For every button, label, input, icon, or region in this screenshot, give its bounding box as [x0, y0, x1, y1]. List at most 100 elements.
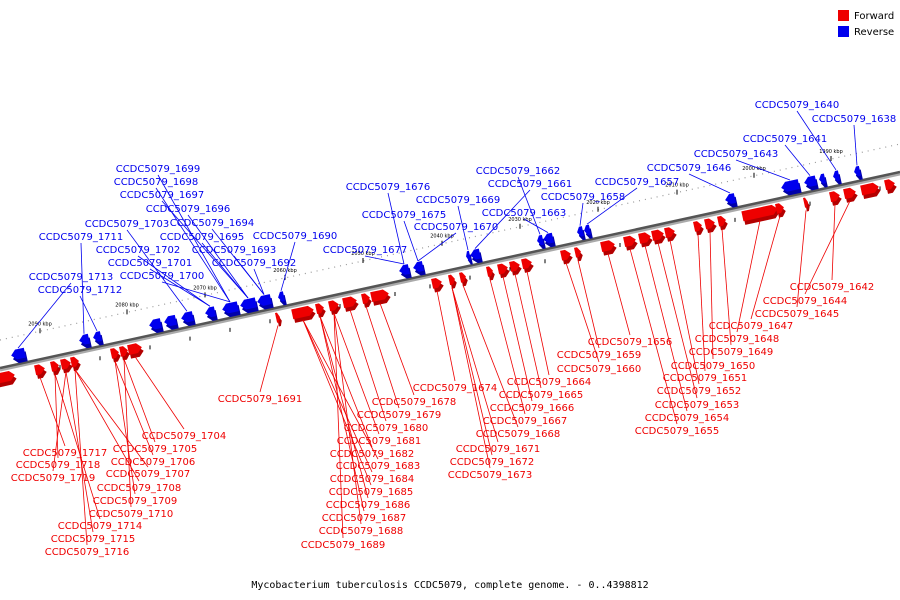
forward-gene[interactable] [119, 345, 131, 361]
forward-gene-label[interactable]: CCDC5079_1650 [671, 361, 756, 372]
forward-gene-label[interactable]: CCDC5079_1710 [89, 509, 174, 520]
forward-gene-label[interactable]: CCDC5079_1706 [111, 457, 196, 468]
reverse-gene[interactable] [469, 248, 483, 264]
forward-gene-label[interactable]: CCDC5079_1682 [330, 449, 415, 460]
forward-gene-label[interactable]: CCDC5079_1654 [645, 413, 730, 424]
reverse-gene-label[interactable]: CCDC5079_1661 [488, 179, 573, 190]
reverse-gene-label[interactable]: CCDC5079_1641 [743, 134, 828, 145]
forward-gene-label[interactable]: CCDC5079_1718 [16, 460, 101, 471]
forward-gene[interactable] [802, 197, 811, 212]
forward-gene-label[interactable]: CCDC5079_1684 [330, 474, 415, 485]
reverse-gene-label[interactable]: CCDC5079_1692 [212, 258, 297, 269]
forward-gene[interactable] [664, 226, 678, 242]
forward-gene-label[interactable]: CCDC5079_1656 [588, 337, 673, 348]
reverse-gene-label[interactable]: CCDC5079_1697 [120, 190, 205, 201]
forward-gene[interactable] [431, 277, 445, 293]
reverse-gene[interactable] [256, 294, 274, 311]
forward-gene-label[interactable]: CCDC5079_1715 [51, 534, 136, 545]
forward-gene[interactable] [370, 288, 392, 306]
reverse-gene-label[interactable]: CCDC5079_1703 [85, 219, 170, 230]
reverse-gene[interactable] [412, 261, 426, 277]
reverse-gene[interactable] [832, 170, 842, 185]
reverse-gene-label[interactable]: CCDC5079_1658 [541, 192, 626, 203]
reverse-gene[interactable] [803, 175, 819, 191]
forward-gene-label[interactable]: CCDC5079_1679 [357, 410, 442, 421]
reverse-gene-label[interactable]: CCDC5079_1675 [362, 210, 447, 221]
reverse-gene-label[interactable]: CCDC5079_1698 [114, 177, 199, 188]
reverse-gene-label[interactable]: CCDC5079_1690 [253, 231, 338, 242]
reverse-gene-label[interactable]: CCDC5079_1713 [29, 272, 114, 283]
forward-gene[interactable] [70, 356, 82, 372]
reverse-gene-label[interactable]: CCDC5079_1669 [416, 195, 501, 206]
forward-gene-label[interactable]: CCDC5079_1642 [790, 282, 875, 293]
forward-gene-label[interactable]: CCDC5079_1688 [319, 526, 404, 537]
forward-gene-label[interactable]: CCDC5079_1705 [113, 444, 198, 455]
forward-gene[interactable] [574, 246, 584, 262]
forward-gene[interactable] [274, 312, 283, 327]
forward-gene-label[interactable]: CCDC5079_1719 [11, 473, 96, 484]
forward-gene-label[interactable]: CCDC5079_1671 [456, 444, 541, 455]
forward-gene-label[interactable]: CCDC5079_1716 [45, 547, 130, 558]
forward-gene[interactable] [600, 239, 618, 256]
forward-gene[interactable] [291, 305, 316, 324]
forward-gene[interactable] [829, 190, 843, 206]
reverse-gene[interactable] [853, 165, 863, 181]
reverse-gene-label[interactable]: CCDC5079_1676 [346, 182, 431, 193]
reverse-gene[interactable] [576, 226, 586, 241]
reverse-gene-label[interactable]: CCDC5079_1712 [38, 285, 123, 296]
forward-gene[interactable] [717, 215, 729, 231]
forward-gene[interactable] [704, 217, 718, 234]
forward-gene-label[interactable]: CCDC5079_1665 [499, 390, 584, 401]
forward-gene-label[interactable]: CCDC5079_1681 [337, 436, 422, 447]
forward-gene[interactable] [50, 360, 62, 376]
forward-gene[interactable] [860, 182, 882, 200]
reverse-gene-label[interactable]: CCDC5079_1701 [108, 258, 193, 269]
reverse-gene[interactable] [542, 232, 556, 248]
forward-gene[interactable] [342, 295, 360, 312]
forward-gene[interactable] [361, 292, 373, 308]
forward-gene-label[interactable]: CCDC5079_1717 [23, 448, 108, 459]
forward-gene-label[interactable]: CCDC5079_1648 [695, 334, 780, 345]
reverse-gene-label[interactable]: CCDC5079_1700 [120, 271, 205, 282]
forward-gene[interactable] [843, 187, 859, 203]
forward-gene-label[interactable]: CCDC5079_1666 [490, 403, 575, 414]
reverse-gene[interactable] [148, 318, 164, 334]
forward-gene[interactable] [459, 271, 469, 287]
forward-gene[interactable] [741, 204, 780, 226]
reverse-gene-label[interactable]: CCDC5079_1657 [595, 177, 680, 188]
forward-gene-label[interactable]: CCDC5079_1667 [483, 416, 568, 427]
forward-gene[interactable] [521, 257, 535, 273]
forward-gene[interactable] [693, 220, 705, 236]
reverse-gene-label[interactable]: CCDC5079_1702 [96, 245, 181, 256]
reverse-gene[interactable] [724, 193, 738, 209]
forward-gene-label[interactable]: CCDC5079_1687 [322, 513, 407, 524]
forward-gene-label[interactable]: CCDC5079_1714 [58, 521, 143, 532]
reverse-gene[interactable] [10, 347, 28, 364]
forward-gene-label[interactable]: CCDC5079_1645 [755, 309, 840, 320]
reverse-gene[interactable] [221, 301, 241, 318]
forward-gene[interactable] [884, 178, 898, 194]
reverse-gene-label[interactable]: CCDC5079_1695 [160, 232, 245, 243]
forward-gene-label[interactable]: CCDC5079_1668 [476, 429, 561, 440]
forward-gene-label[interactable]: CCDC5079_1672 [450, 457, 535, 468]
reverse-gene[interactable] [163, 314, 179, 331]
reverse-gene-label[interactable]: CCDC5079_1646 [647, 163, 732, 174]
reverse-gene-label[interactable]: CCDC5079_1693 [192, 245, 277, 256]
forward-gene-label[interactable]: CCDC5079_1652 [657, 386, 742, 397]
reverse-gene[interactable] [818, 173, 828, 188]
reverse-gene-label[interactable]: CCDC5079_1694 [170, 218, 255, 229]
reverse-gene-label[interactable]: CCDC5079_1663 [482, 208, 567, 219]
forward-gene-label[interactable]: CCDC5079_1691 [218, 394, 303, 405]
forward-gene[interactable] [623, 234, 639, 251]
forward-gene[interactable] [0, 370, 18, 388]
forward-gene-label[interactable]: CCDC5079_1680 [344, 423, 429, 434]
forward-gene[interactable] [110, 347, 122, 363]
forward-gene-label[interactable]: CCDC5079_1664 [507, 377, 592, 388]
forward-gene[interactable] [638, 231, 654, 248]
forward-gene-label[interactable]: CCDC5079_1653 [655, 400, 740, 411]
forward-gene[interactable] [775, 202, 787, 218]
reverse-gene[interactable] [277, 291, 287, 306]
forward-gene[interactable] [328, 299, 342, 315]
reverse-gene-label[interactable]: CCDC5079_1699 [116, 164, 201, 175]
forward-gene[interactable] [127, 342, 145, 359]
